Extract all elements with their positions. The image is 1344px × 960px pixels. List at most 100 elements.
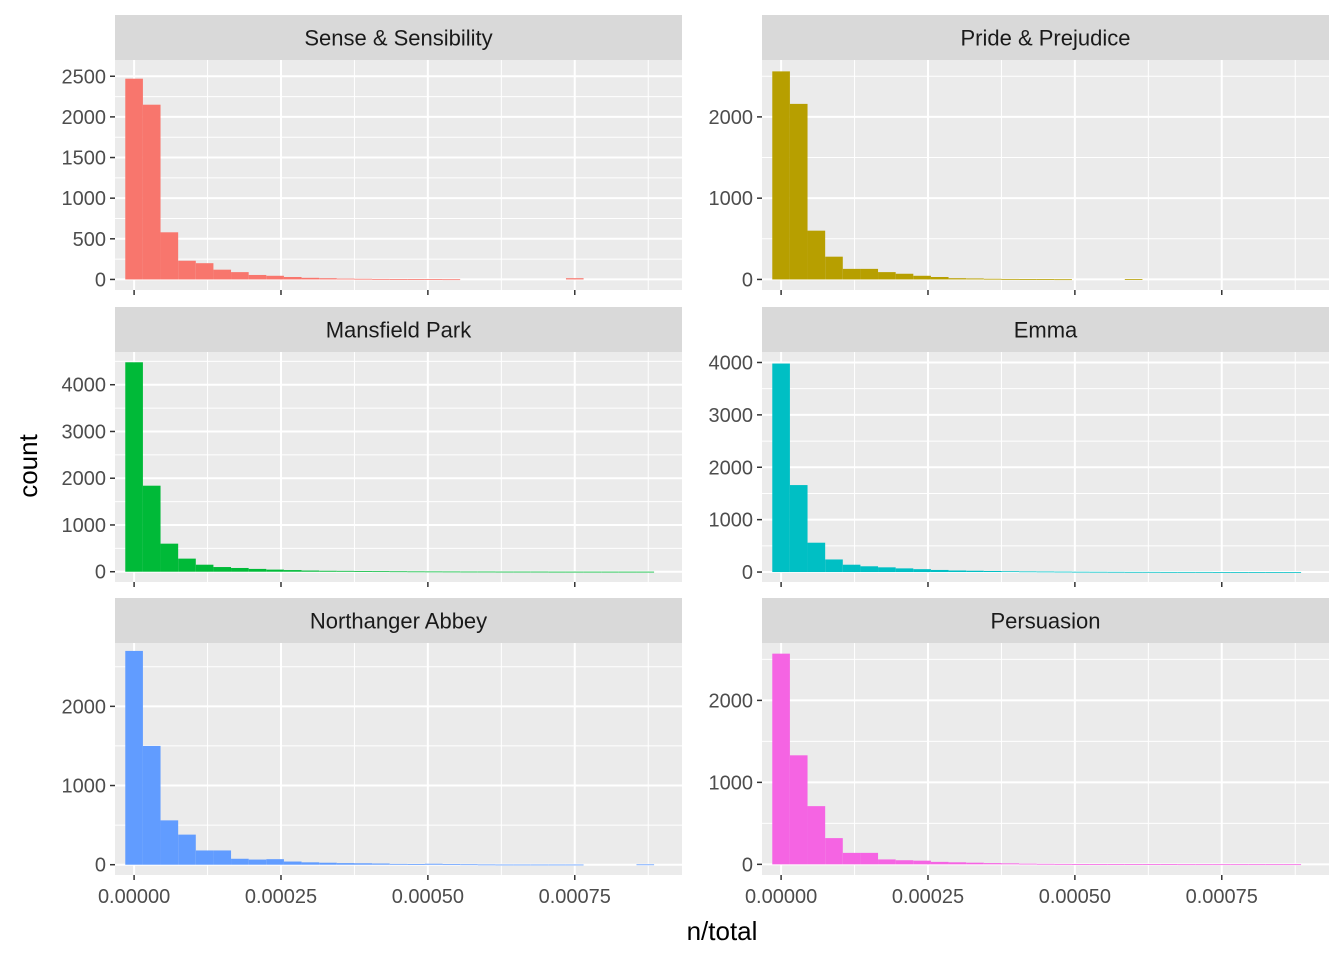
facet-strip bbox=[762, 598, 1329, 643]
histogram-bar bbox=[513, 571, 531, 573]
histogram-bar bbox=[772, 653, 790, 865]
histogram-bar bbox=[336, 570, 355, 572]
histogram-bar bbox=[1124, 571, 1143, 573]
histogram-bar bbox=[565, 864, 584, 866]
histogram-bar bbox=[983, 863, 1002, 865]
histogram-bar bbox=[913, 569, 931, 573]
histogram-bar bbox=[948, 862, 967, 865]
histogram-bar bbox=[930, 861, 949, 865]
histogram-bar bbox=[878, 567, 896, 573]
histogram-bar bbox=[1283, 864, 1302, 866]
x-tick-label: 0.00025 bbox=[892, 886, 964, 908]
y-tick-label: 1000 bbox=[709, 772, 754, 794]
y-tick-label: 1500 bbox=[62, 148, 107, 170]
histogram-bar bbox=[842, 268, 861, 280]
histogram-bar bbox=[966, 570, 984, 573]
histogram-bar bbox=[442, 864, 461, 866]
histogram-bar bbox=[860, 268, 879, 280]
x-axis-title: n/total bbox=[687, 916, 758, 946]
histogram-bar bbox=[336, 278, 355, 280]
histogram-bar bbox=[407, 864, 425, 865]
histogram-bar bbox=[495, 571, 514, 573]
histogram-bar bbox=[407, 571, 425, 573]
y-tick-label: 0 bbox=[95, 269, 106, 291]
histogram-bar bbox=[231, 858, 249, 865]
histogram-bar bbox=[789, 103, 808, 280]
histogram-bar bbox=[548, 864, 566, 866]
histogram-bar bbox=[319, 570, 337, 572]
facet-panels: Sense & Sensibility 0 500 1000 1500 2000 2500 P… bbox=[62, 15, 1329, 908]
histogram-bar bbox=[1212, 864, 1231, 866]
x-tick-label: 0.00050 bbox=[1039, 886, 1111, 908]
histogram-bar bbox=[1230, 571, 1249, 573]
histogram-bar bbox=[248, 274, 267, 280]
histogram-bar bbox=[530, 571, 549, 573]
histogram-bar bbox=[913, 275, 931, 280]
facet-strip bbox=[762, 15, 1329, 60]
histogram-bar bbox=[1265, 571, 1284, 573]
histogram-bar bbox=[513, 864, 531, 866]
panel-background bbox=[762, 643, 1329, 875]
y-tick-label: 2000 bbox=[709, 457, 754, 479]
histogram-bar bbox=[142, 745, 161, 865]
histogram-bar bbox=[1248, 571, 1266, 573]
histogram-bar bbox=[1265, 864, 1284, 866]
histogram-bar bbox=[583, 571, 602, 573]
histogram-bar bbox=[966, 278, 984, 280]
y-tick-label: 0 bbox=[742, 562, 753, 584]
histogram-bar bbox=[1001, 863, 1020, 865]
y-tick-label: 2000 bbox=[709, 690, 754, 712]
histogram-bar bbox=[1001, 571, 1020, 573]
histogram-bar bbox=[1160, 864, 1178, 865]
histogram-bar bbox=[1107, 864, 1125, 865]
facet-strip-label: Emma bbox=[1014, 318, 1078, 343]
histogram-bar bbox=[895, 860, 914, 865]
histogram-bar bbox=[213, 850, 232, 865]
histogram-bar bbox=[160, 543, 179, 572]
histogram-bar bbox=[213, 567, 232, 572]
x-tick-label: 0.00000 bbox=[745, 886, 817, 908]
histogram-bar bbox=[477, 571, 496, 573]
facet-strip bbox=[115, 15, 682, 60]
histogram-bar bbox=[495, 864, 514, 866]
histogram-bar bbox=[178, 834, 196, 865]
histogram-bar bbox=[860, 852, 879, 865]
histogram-bar bbox=[565, 278, 584, 280]
y-tick-label: 3000 bbox=[709, 405, 754, 427]
facet-mansfield-park: Mansfield Park 0 1000 2000 3000 4000 bbox=[62, 307, 682, 587]
histogram-bar bbox=[1142, 864, 1161, 865]
histogram-bar bbox=[1071, 864, 1090, 865]
histogram-bar bbox=[878, 272, 896, 280]
histogram-bar bbox=[825, 838, 843, 865]
histogram-bar bbox=[389, 279, 408, 280]
histogram-bar bbox=[1212, 571, 1231, 573]
histogram-bar bbox=[160, 820, 179, 865]
histogram-bar bbox=[1071, 571, 1090, 573]
histogram-bar bbox=[842, 564, 861, 573]
histogram-bar bbox=[477, 864, 496, 866]
histogram-bar bbox=[142, 104, 161, 280]
histogram-bar bbox=[354, 863, 373, 865]
histogram-bar bbox=[1054, 571, 1072, 573]
histogram-bar bbox=[1089, 571, 1108, 573]
histogram-bar bbox=[142, 485, 161, 572]
histogram-bar bbox=[913, 860, 931, 865]
histogram-bar bbox=[319, 278, 337, 280]
histogram-bar bbox=[983, 278, 1002, 280]
histogram-bar bbox=[248, 568, 267, 572]
histogram-bar bbox=[283, 276, 302, 280]
y-tick-label: 2500 bbox=[62, 66, 107, 88]
histogram-bar bbox=[789, 755, 808, 865]
histogram-bar bbox=[178, 558, 196, 572]
histogram-bar bbox=[372, 571, 390, 573]
histogram-bar bbox=[1195, 571, 1213, 573]
histogram-bar bbox=[1195, 864, 1213, 866]
histogram-bar bbox=[372, 278, 390, 280]
histogram-bar bbox=[1107, 571, 1125, 573]
histogram-bar bbox=[460, 571, 478, 573]
histogram-bar bbox=[354, 278, 373, 280]
histogram-bar bbox=[372, 863, 390, 865]
histogram-bar bbox=[948, 278, 967, 280]
y-tick-label: 4000 bbox=[709, 352, 754, 374]
